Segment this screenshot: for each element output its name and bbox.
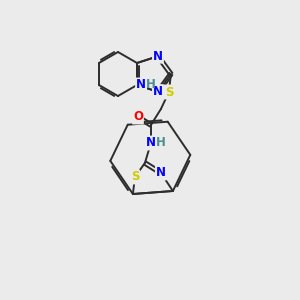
Text: N: N [153, 85, 163, 98]
Text: H: H [156, 136, 166, 149]
Text: H: H [146, 79, 156, 92]
Text: O: O [133, 110, 143, 124]
Text: N: N [156, 167, 166, 179]
Text: N: N [153, 50, 163, 63]
Text: N: N [146, 136, 156, 149]
Text: S: S [131, 170, 139, 184]
Text: S: S [165, 85, 173, 98]
Text: N: N [136, 79, 146, 92]
Text: N: N [153, 85, 163, 98]
